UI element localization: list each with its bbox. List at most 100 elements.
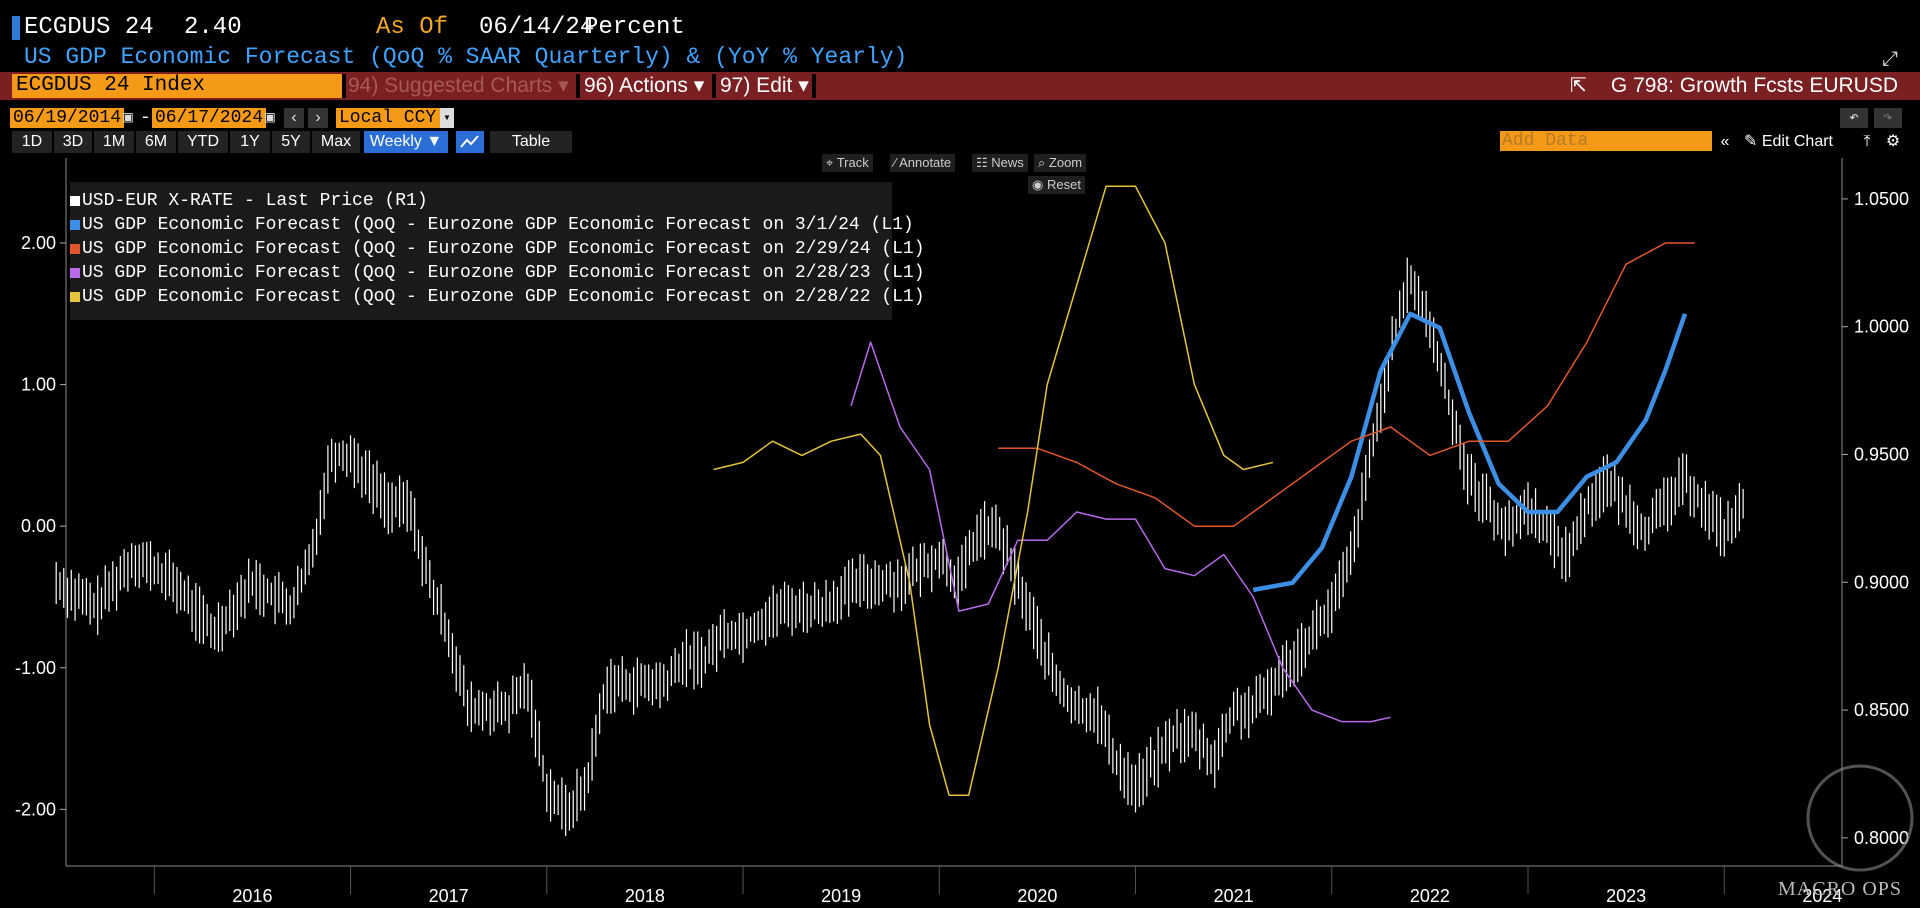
menu-divider — [576, 74, 580, 98]
right-tick-label: 0.9000 — [1854, 572, 1909, 592]
edit-chart-button[interactable]: ✎ Edit Chart — [1744, 131, 1833, 153]
legend-label: US GDP Economic Forecast (QoQ - Eurozone… — [82, 263, 925, 283]
x-tick-label: 2017 — [429, 886, 469, 906]
x-tick-label: 2018 — [625, 886, 665, 906]
launch-icon[interactable]: ⇱ — [1570, 74, 1587, 98]
series-line-yellow — [713, 185, 1274, 796]
end-date-field[interactable]: 06/17/2024 — [152, 108, 267, 128]
security-description: US GDP Economic Forecast (QoQ % SAAR Qua… — [24, 44, 908, 70]
redo-icon[interactable]: ↷ — [1874, 108, 1902, 128]
range-6m[interactable]: 6M — [136, 131, 176, 153]
legend-item-forecast-2-29-24: US GDP Economic Forecast (QoQ - Eurozone… — [70, 238, 925, 260]
right-tick-label: 0.8000 — [1854, 828, 1909, 848]
table-button[interactable]: Table — [490, 131, 572, 153]
add-data-input[interactable]: Add Data — [1500, 131, 1712, 151]
range-1d[interactable]: 1D — [12, 131, 52, 153]
left-tick-label: 1.00 — [21, 375, 56, 395]
magnifier-icon: ⌕ — [1038, 155, 1049, 170]
range-3d[interactable]: 3D — [54, 131, 92, 153]
edit-menu[interactable]: 97) Edit ▾ — [720, 74, 809, 98]
range-1m[interactable]: 1M — [94, 131, 134, 153]
frequency-dropdown[interactable]: Weekly ▼ — [364, 131, 448, 153]
left-tick-label: -1.00 — [15, 658, 56, 678]
date-separator: - — [140, 108, 151, 128]
right-tick-label: 1.0000 — [1854, 317, 1909, 337]
edit-chart-label: Edit Chart — [1761, 133, 1833, 150]
prev-period-button[interactable]: ‹ — [284, 108, 304, 128]
last-value: 2.40 — [184, 14, 242, 41]
track-label: Track — [836, 155, 869, 170]
legend-label: US GDP Economic Forecast (QoQ - Eurozone… — [82, 287, 925, 307]
gear-icon[interactable]: ⚙ — [1885, 133, 1901, 150]
index-field[interactable]: ECGDUS 24 Index — [12, 74, 342, 98]
pencil-icon: ✎ — [1744, 133, 1762, 150]
track-tool[interactable]: ⌖ Track — [822, 154, 873, 172]
watermark-logo-icon — [1806, 764, 1914, 872]
zoom-label: Zoom — [1048, 155, 1083, 170]
chevron-down-icon[interactable]: ▾ — [440, 108, 454, 128]
legend-swatch — [70, 220, 80, 230]
next-period-button[interactable]: › — [308, 108, 328, 128]
x-tick-label: 2020 — [1017, 886, 1057, 906]
left-tick-label: 0.00 — [21, 516, 56, 536]
line-chart-icon[interactable] — [456, 131, 484, 153]
legend-swatch — [70, 244, 80, 254]
x-tick-label: 2024 — [1802, 886, 1842, 906]
legend-item-usd-eur: USD-EUR X-RATE - Last Price (R1) — [70, 190, 428, 212]
legend-item-forecast-2-28-23: US GDP Economic Forecast (QoQ - Eurozone… — [70, 262, 925, 284]
legend-label: USD-EUR X-RATE - Last Price (R1) — [82, 191, 428, 211]
legend-item-forecast-2-28-22: US GDP Economic Forecast (QoQ - Eurozone… — [70, 286, 925, 308]
ticker-label: ECGDUS 24 — [24, 14, 154, 41]
crosshair-icon: ⌖ — [826, 155, 837, 170]
as-of-label: As Of — [376, 14, 449, 41]
expand-window-icon[interactable]: ⤢ — [1882, 49, 1898, 72]
x-tick-label: 2021 — [1214, 886, 1254, 906]
menu-divider — [342, 74, 346, 98]
left-tick-label: 2.00 — [21, 233, 56, 253]
news-tool[interactable]: ☷ News — [972, 154, 1028, 172]
chart-legend — [70, 182, 892, 320]
range-ytd[interactable]: YTD — [178, 131, 228, 153]
as-of-date: 06/14/24 — [479, 14, 595, 41]
x-tick-label: 2016 — [232, 886, 272, 906]
annotate-tool[interactable]: ∕ Annotate — [890, 154, 956, 172]
series-line-orange — [998, 242, 1695, 527]
ticker-marker — [12, 16, 20, 40]
units-label: Percent — [584, 14, 685, 41]
pencil-icon: ∕ — [894, 155, 900, 170]
news-icon: ☷ — [976, 155, 992, 170]
legend-swatch — [70, 292, 80, 302]
menu-divider — [712, 74, 716, 98]
calendar-icon[interactable]: ▣ — [265, 109, 275, 127]
left-tick-label: -2.00 — [15, 799, 56, 819]
legend-label: US GDP Economic Forecast (QoQ - Eurozone… — [82, 215, 914, 235]
right-tick-label: 1.0500 — [1854, 189, 1909, 209]
menu-divider — [812, 74, 816, 98]
suggested-charts-menu[interactable]: 94) Suggested Charts ▾ — [348, 74, 569, 98]
collapse-icon[interactable]: « — [1720, 133, 1730, 150]
chart-settings-icon[interactable]: ⤒ — [1863, 133, 1871, 150]
range-max[interactable]: Max — [312, 131, 360, 153]
x-tick-label: 2019 — [821, 886, 861, 906]
related-function-link[interactable]: G 798: Growth Fcsts EURUSD — [1610, 74, 1898, 98]
legend-swatch — [70, 196, 80, 206]
watermark: MACRO OPS — [1778, 878, 1903, 900]
legend-swatch — [70, 268, 80, 278]
right-tick-label: 0.8500 — [1854, 700, 1909, 720]
title-bar — [0, 0, 1920, 70]
right-tick-label: 0.9500 — [1854, 444, 1909, 464]
reset-icon: ◉ — [1032, 177, 1047, 192]
legend-item-forecast-3-1-24: US GDP Economic Forecast (QoQ - Eurozone… — [70, 214, 914, 236]
annotate-label: Annotate — [899, 155, 952, 170]
start-date-field[interactable]: 06/19/2014 — [10, 108, 125, 128]
range-1y[interactable]: 1Y — [230, 131, 270, 153]
currency-field[interactable]: Local CCY — [336, 108, 440, 128]
calendar-icon[interactable]: ▣ — [123, 109, 133, 127]
undo-icon[interactable]: ↶ — [1840, 108, 1868, 128]
reset-tool[interactable]: ◉ Reset — [1028, 176, 1085, 194]
zoom-tool[interactable]: ⌕ Zoom — [1034, 154, 1087, 172]
legend-label: US GDP Economic Forecast (QoQ - Eurozone… — [82, 239, 925, 259]
range-5y[interactable]: 5Y — [272, 131, 310, 153]
actions-menu[interactable]: 96) Actions ▾ — [584, 74, 705, 98]
